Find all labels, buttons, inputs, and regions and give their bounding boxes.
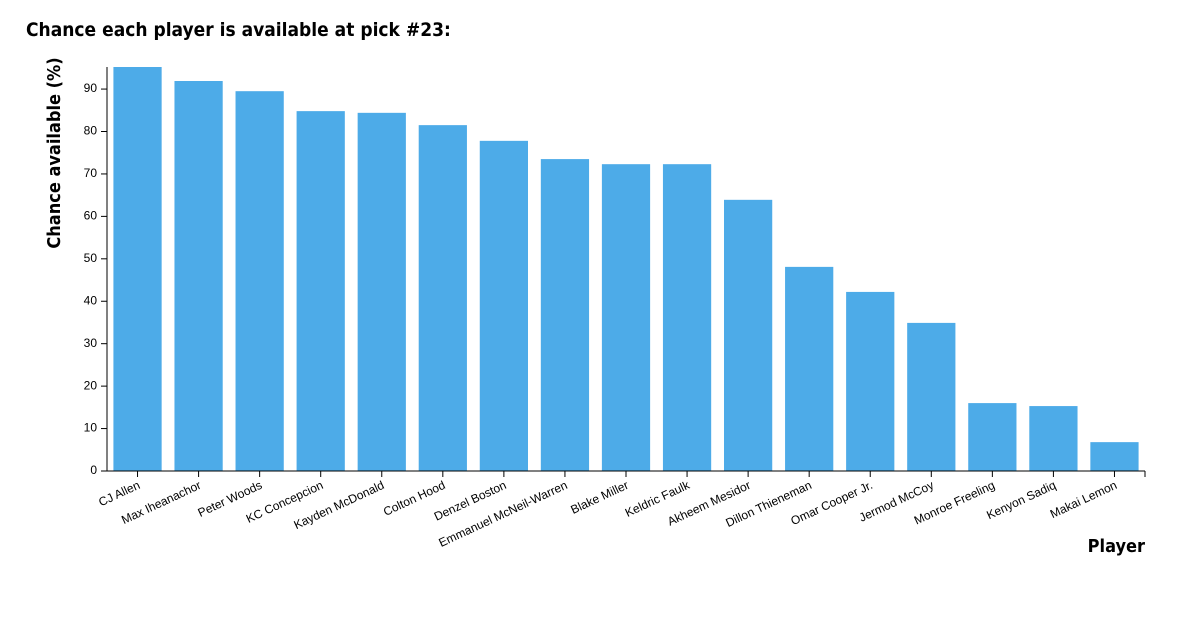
y-axis-label: Chance available (%) bbox=[44, 57, 65, 248]
x-axis-label: Player bbox=[1088, 536, 1145, 557]
y-tick-label: 0 bbox=[90, 463, 97, 477]
y-tick-label: 10 bbox=[84, 421, 98, 435]
bar bbox=[1029, 406, 1078, 471]
bar bbox=[846, 291, 895, 471]
bar bbox=[113, 67, 162, 471]
bar bbox=[357, 112, 406, 471]
y-tick-label: 40 bbox=[84, 293, 98, 307]
bar bbox=[479, 140, 529, 471]
bar bbox=[296, 111, 345, 471]
x-tick-label: Blake Miller bbox=[568, 478, 630, 517]
y-tick-label: 20 bbox=[84, 378, 98, 392]
bar bbox=[723, 199, 773, 471]
y-tick-label: 60 bbox=[84, 209, 98, 223]
bar bbox=[907, 322, 956, 471]
x-tick-label: Makai Lemon bbox=[1048, 478, 1119, 521]
y-tick-label: 30 bbox=[84, 336, 98, 350]
bar bbox=[785, 266, 834, 471]
chart-title: Chance each player is available at pick … bbox=[26, 19, 451, 41]
x-tick-label: Kenyon Sadiq bbox=[984, 478, 1058, 522]
bar bbox=[418, 125, 467, 471]
bar bbox=[1090, 442, 1139, 471]
y-tick-label: 70 bbox=[84, 166, 98, 180]
y-tick-label: 80 bbox=[84, 124, 98, 138]
x-tick-label: CJ Allen bbox=[96, 478, 142, 509]
bar bbox=[968, 403, 1017, 471]
bar bbox=[174, 81, 223, 471]
bar bbox=[235, 91, 284, 471]
bar bbox=[601, 164, 651, 472]
y-tick-label: 50 bbox=[84, 251, 98, 265]
bar bbox=[540, 159, 590, 471]
y-tick-label: 90 bbox=[84, 81, 98, 95]
bar bbox=[662, 164, 712, 472]
